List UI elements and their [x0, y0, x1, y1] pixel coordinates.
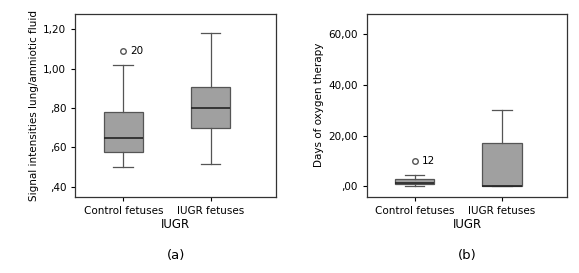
PathPatch shape — [104, 112, 143, 152]
PathPatch shape — [395, 179, 434, 184]
X-axis label: IUGR: IUGR — [161, 218, 190, 231]
Text: (a): (a) — [167, 249, 185, 262]
Y-axis label: Signal intensities lung/amniotic fluid: Signal intensities lung/amniotic fluid — [29, 10, 39, 201]
Text: 20: 20 — [130, 46, 144, 56]
X-axis label: IUGR: IUGR — [452, 218, 482, 231]
Y-axis label: Days of oxygen therapy: Days of oxygen therapy — [314, 43, 324, 167]
PathPatch shape — [482, 143, 522, 186]
PathPatch shape — [191, 87, 230, 128]
Text: 12: 12 — [422, 156, 435, 166]
Text: (b): (b) — [457, 249, 477, 262]
